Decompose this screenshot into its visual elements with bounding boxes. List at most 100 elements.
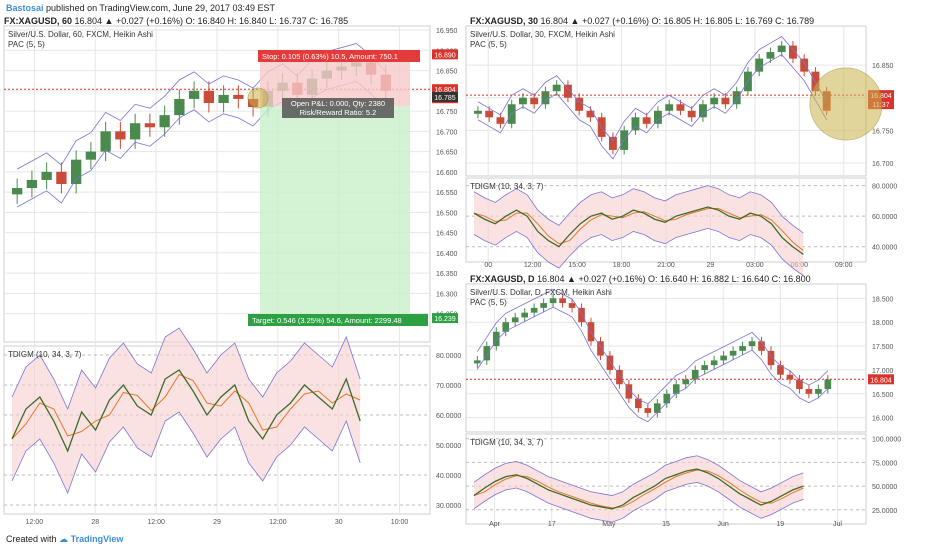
panel-d-candle [748,341,756,347]
panel-60-ytick-label: 16.700 [436,129,458,136]
panel-30-pac-upper [477,36,828,142]
panel-60-candle [100,131,111,152]
footer-brand[interactable]: TradingView [70,534,124,544]
panel-30-xtick-label: 21:00 [657,262,675,269]
panel-d-candle [805,389,813,394]
panel-30-xtick-label: 15:00 [568,262,586,269]
panel-60-xtick-label: 12:00 [147,519,165,526]
panel-30-xtick-label: 18:00 [613,262,631,269]
panel-d-ytick-label: 16.500 [872,392,894,399]
panel-30-candle [676,104,685,111]
panel-d-candle [540,303,547,308]
panel-60-ytick-label: 16.600 [436,170,458,177]
panel-30-candle [654,110,662,124]
panel-60-candle [144,123,156,128]
panel-d-candle [710,360,718,366]
panel-60-candle [218,94,229,103]
panel-d-xtick-label: 19 [776,521,784,528]
panel-30-candle [665,104,674,111]
panel-d-osc-ytick-label: 75.0000 [872,460,897,467]
highlight-circle-30 [809,67,883,141]
panel-60-ytick-label: 16.750 [436,109,458,116]
stop-label-box [258,50,420,62]
panel-30-ytick-label: 16.750 [872,128,894,135]
panel-d-candle [796,379,803,390]
panel-30-candle [474,110,482,114]
panel-60-xtick-label: 28 [91,519,99,526]
panel-30-candle [732,91,741,105]
panel-d-xtick-label: May [602,521,616,528]
target-label: Target: 0.546 (3.25%) 54.6, Amount: 2299… [252,316,402,325]
footer: Created with ☁ TradingView [6,534,123,545]
panel-30-candle [586,110,595,118]
panel-30-xtick-label: 29 [707,262,715,269]
panel-d-candle [758,341,765,351]
panel-d-ytick-label: 16.000 [872,416,894,423]
panel-30-candle [519,97,527,105]
panel-d-xtick-label: Jul [833,521,842,528]
panel-60-osc-upper [11,327,361,411]
panel-60-symbol: FX:XAGUSD, 60 [4,16,73,26]
panel-30-osc-upper [473,185,804,234]
panel-d-symbol-line: FX:XAGUSD, D 16.804 ▲ +0.027 (+0.16%) O:… [470,274,811,284]
panel-d-price-tag-label: 16.804 [870,377,892,384]
panel-30-candle [552,84,561,92]
stop-label: Stop: 0.105 (0.63%) 10.5, Amount: 750.1 [262,52,398,61]
author-link[interactable]: Bastosai [6,3,44,13]
panel-d-osc-lower [473,481,804,523]
pnl-label: Open P&L: 0.000, Qty: 2380 [291,99,385,108]
panel-30-osc-line [473,206,804,255]
panel-d-candle [691,369,699,380]
panel-d-ytick-label: 18.500 [872,296,894,303]
panel-30-candle [800,58,809,72]
panel-60-ytick-label: 16.650 [436,150,458,157]
panel-30-series-label: Silver/U.S. Dollar, 30, FXCM, Heikin Ash… [470,30,615,39]
panel-d-candle [777,365,784,375]
panel-d-series-label: Silver/U.S. Dollar, D, FXCM, Heikin Ashi [470,288,612,297]
panel-d-osc-label: TDIGM (10, 34, 3, 7) [470,438,544,447]
panel-d-candle [549,298,557,304]
panel-60-ytick-label: 16.500 [436,210,458,217]
panel-d-candle [502,322,510,332]
panel-30-candle [485,110,494,118]
panel-30-ytick-label: 16.700 [872,161,894,168]
panel-60-xtick-label: 30 [335,519,343,526]
pnl-box [282,98,394,118]
panel-60-xtick-label: 12:00 [269,519,287,526]
panel-30-xtick-label: 03:00 [746,262,764,269]
panel-30-candle [609,136,617,150]
panel-60-price-tag [432,84,458,95]
panel-60-price-tag-label: 16.239 [434,316,456,323]
panel-d-candle [474,360,481,364]
panel-30-candle [789,45,797,59]
panel-60-candle [203,90,215,103]
panel-60-price-tag-label: 16.785 [434,95,456,102]
panel-60-candle [188,90,200,99]
panel-60-candle [26,179,38,189]
panel-d-ytick-label: 17.000 [872,368,894,375]
panel-d-ytick-label: 17.500 [872,344,894,351]
panel-d-candle [701,365,708,370]
panel-30-candle [530,97,539,105]
panel-60-candle [129,123,141,140]
panel-60-ytick-label: 16.950 [436,28,458,35]
panel-d-candle [786,374,794,380]
panel-d-candle [492,331,500,347]
panel-30-pac-lower [477,54,828,160]
panel-d-candle [568,303,576,308]
panel-d-osc-ytick-label: 50.0000 [872,484,897,491]
panel-d-candle [824,379,832,390]
target-zone [260,106,410,316]
panel-60-candle [159,115,170,128]
panel-60-candle [56,171,67,184]
panel-60-price-tag [432,91,458,102]
panel-30-xtick-label: 12:00 [524,262,542,269]
target-label-box [248,314,428,326]
panel-d-osc-ytick-label: 100.0000 [872,437,901,444]
panel-d-candle [815,389,822,394]
panel-d-candle [559,298,566,304]
panel-60-osc-ytick-label: 60.0000 [436,413,461,420]
panel-60-symbol-line: FX:XAGUSD, 60 16.804 ▲ +0.027 (+0.16%) O… [4,16,348,26]
panel-60-ytick-label: 16.400 [436,251,458,258]
